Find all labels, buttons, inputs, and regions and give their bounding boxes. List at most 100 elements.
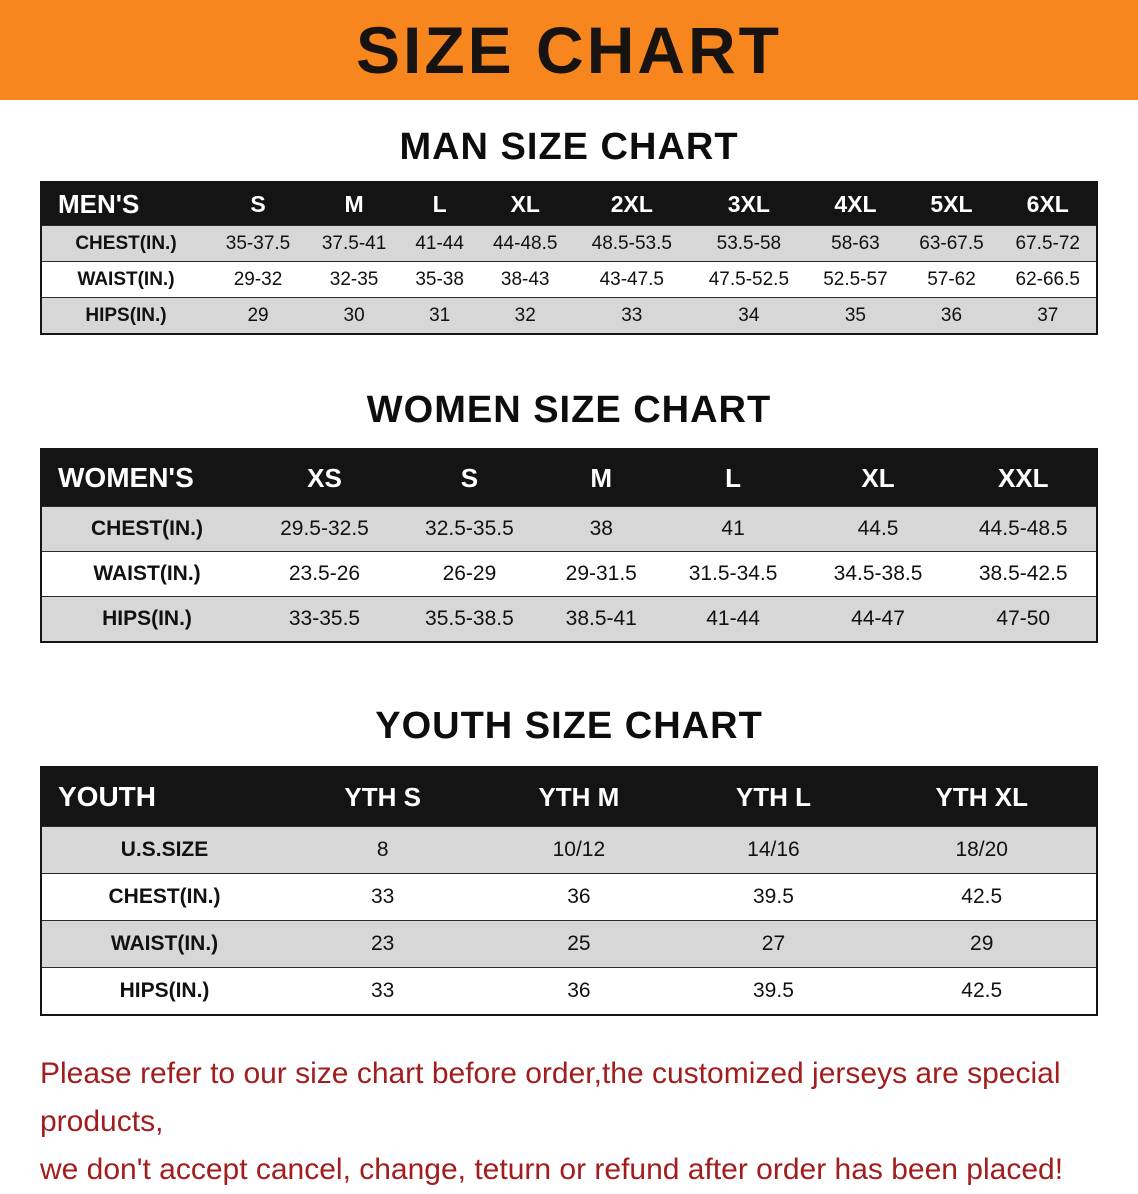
- table-row: HIPS(IN.) 33 36 39.5 42.5: [41, 967, 1097, 1015]
- women-size-section: WOMEN SIZE CHART WOMEN'S XS S M L XL XXL CHEST(…: [0, 389, 1138, 643]
- row-label-cell: CHEST(IN.): [91, 517, 203, 540]
- table-row: CHEST(IN.) 33 36 39.5 42.5: [41, 873, 1097, 921]
- value-cell: 29-31.5: [565, 562, 637, 585]
- youth-size-table: YOUTH YTH S YTH M YTH L YTH XL U.S.SIZE 8 10/12…: [40, 766, 1098, 1016]
- women-size-heading: WOMEN SIZE CHART: [366, 389, 772, 431]
- value-cell: 37: [1037, 304, 1059, 326]
- row-label-cell: HIPS(IN.): [119, 979, 210, 1002]
- row-label-cell: U.S.SIZE: [120, 838, 209, 861]
- column-header-cell: YTH L: [679, 767, 868, 827]
- column-header-cell: YTH M: [478, 767, 680, 827]
- youth-size-heading: YOUTH SIZE CHART: [375, 705, 763, 747]
- value-cell: 41-44: [415, 232, 464, 254]
- value-cell: 25: [567, 932, 591, 955]
- table-row: CHEST(IN.) 29.5-32.5 32.5-35.5 38 41 44.5 44.5…: [41, 506, 1097, 552]
- value-cell: 48.5-53.5: [591, 232, 672, 254]
- women-size-table: WOMEN'S XS S M L XL XXL CHEST(IN.) 29.5-32.5 32.5…: [40, 448, 1098, 643]
- value-cell: 34: [738, 304, 760, 326]
- value-cell: 53.5-58: [716, 232, 782, 254]
- value-cell: 38-43: [500, 268, 550, 290]
- table-row: HIPS(IN.) 29 30 31 32 33 34 35 36 37: [41, 297, 1097, 334]
- column-header-cell: XL: [477, 182, 574, 226]
- column-header-cell: 3XL: [690, 182, 808, 226]
- value-cell: 39.5: [753, 885, 794, 908]
- column-header-cell: XXL: [950, 449, 1097, 507]
- value-cell: 23: [370, 932, 395, 955]
- value-cell: 31: [429, 304, 451, 326]
- row-label-cell: WAIST(IN.): [93, 562, 201, 585]
- value-cell: 52.5-57: [823, 268, 888, 290]
- value-cell: 8: [376, 838, 389, 861]
- value-cell: 30: [343, 304, 365, 326]
- value-cell: 33-35.5: [288, 607, 361, 630]
- youth-size-section: YOUTH SIZE CHART YOUTH YTH S YTH M YTH L YTH…: [0, 705, 1138, 1016]
- column-header-cell: S: [210, 182, 307, 226]
- row-label-cell: CHEST(IN.): [75, 232, 177, 254]
- column-header-cell: M: [541, 449, 661, 507]
- value-cell: 33: [370, 885, 395, 908]
- value-cell: 42.5: [961, 979, 1003, 1002]
- column-header-cell: 4XL: [807, 182, 904, 226]
- row-label-cell: CHEST(IN.): [108, 885, 221, 908]
- value-cell: 38: [589, 517, 613, 540]
- value-cell: 14/16: [747, 838, 800, 861]
- value-cell: 18/20: [955, 838, 1008, 861]
- column-header-cell: 2XL: [573, 182, 691, 226]
- value-cell: 36: [940, 304, 963, 326]
- value-cell: 63-67.5: [919, 232, 984, 254]
- value-cell: 35.5-38.5: [425, 607, 514, 630]
- notice-line-2: we don't accept cancel, change, teturn o…: [40, 1153, 1064, 1186]
- value-cell: 32: [514, 304, 536, 326]
- table-title-cell: YOUTH: [41, 767, 287, 827]
- row-label-cell: HIPS(IN.): [85, 304, 167, 326]
- value-cell: 43-47.5: [599, 268, 665, 290]
- man-size-section: MAN SIZE CHART MEN'S S M L XL 2XL 3XL 4XL 5XL 6XL…: [0, 126, 1138, 335]
- table-row: WAIST(IN.) 29-32 32-35 35-38 38-43 43-47.5 47.…: [41, 261, 1097, 298]
- column-header-cell: XL: [805, 449, 951, 507]
- value-cell: 41-44: [706, 607, 760, 630]
- value-cell: 34.5-38.5: [833, 562, 923, 585]
- value-cell: 47-50: [996, 607, 1051, 630]
- table-row: WAIST(IN.) 23.5-26 26-29 29-31.5 31.5-34.5 34…: [41, 551, 1097, 597]
- column-header-cell: M: [306, 182, 403, 226]
- value-cell: 38.5-42.5: [978, 562, 1068, 585]
- value-cell: 32-35: [329, 268, 379, 290]
- column-header-cell: YTH XL: [867, 767, 1097, 827]
- table-title-cell: WOMEN'S: [41, 449, 252, 507]
- value-cell: 33: [621, 304, 643, 326]
- value-cell: 58-63: [831, 232, 880, 254]
- value-cell: 31.5-34.5: [688, 562, 778, 585]
- value-cell: 44-48.5: [492, 232, 558, 254]
- charts-area: MAN SIZE CHART MEN'S S M L XL 2XL 3XL 4XL 5XL 6XL…: [0, 126, 1138, 1016]
- value-cell: 33: [370, 979, 395, 1002]
- value-cell: 47.5-52.5: [708, 268, 790, 290]
- value-cell: 62-66.5: [1015, 268, 1080, 290]
- value-cell: 23.5-26: [288, 562, 361, 585]
- value-cell: 29-32: [233, 268, 283, 290]
- header-row: MEN'S S M L XL 2XL 3XL 4XL 5XL 6XL: [41, 182, 1097, 226]
- header-row: YOUTH YTH S YTH M YTH L YTH XL: [41, 767, 1097, 827]
- value-cell: 44.5: [857, 517, 899, 540]
- value-cell: 29: [970, 932, 994, 955]
- column-header-cell: S: [396, 449, 542, 507]
- page-title: SIZE CHART: [356, 13, 782, 87]
- value-cell: 57-62: [927, 268, 976, 290]
- value-cell: 44.5-48.5: [978, 517, 1068, 540]
- table-row: U.S.SIZE 8 10/12 14/16 18/20: [41, 826, 1097, 874]
- table-title-cell: MEN'S: [41, 182, 210, 226]
- value-cell: 35-38: [415, 268, 464, 290]
- banner: SIZE CHART: [0, 0, 1138, 100]
- value-cell: 35: [844, 304, 866, 326]
- notice-line-1: Please refer to our size chart before or…: [40, 1057, 1061, 1138]
- value-cell: 39.5: [753, 979, 794, 1002]
- table-row: CHEST(IN.) 35-37.5 37.5-41 41-44 44-48.5 48.5…: [41, 225, 1097, 262]
- row-label-cell: WAIST(IN.): [77, 268, 175, 290]
- value-cell: 32.5-35.5: [425, 517, 514, 540]
- value-cell: 27: [761, 932, 786, 955]
- value-cell: 42.5: [961, 885, 1003, 908]
- value-cell: 26-29: [442, 562, 497, 585]
- value-cell: 44-47: [851, 607, 905, 630]
- table-row: HIPS(IN.) 33-35.5 35.5-38.5 38.5-41 41-44 44-…: [41, 596, 1097, 642]
- column-header-cell: L: [402, 182, 478, 226]
